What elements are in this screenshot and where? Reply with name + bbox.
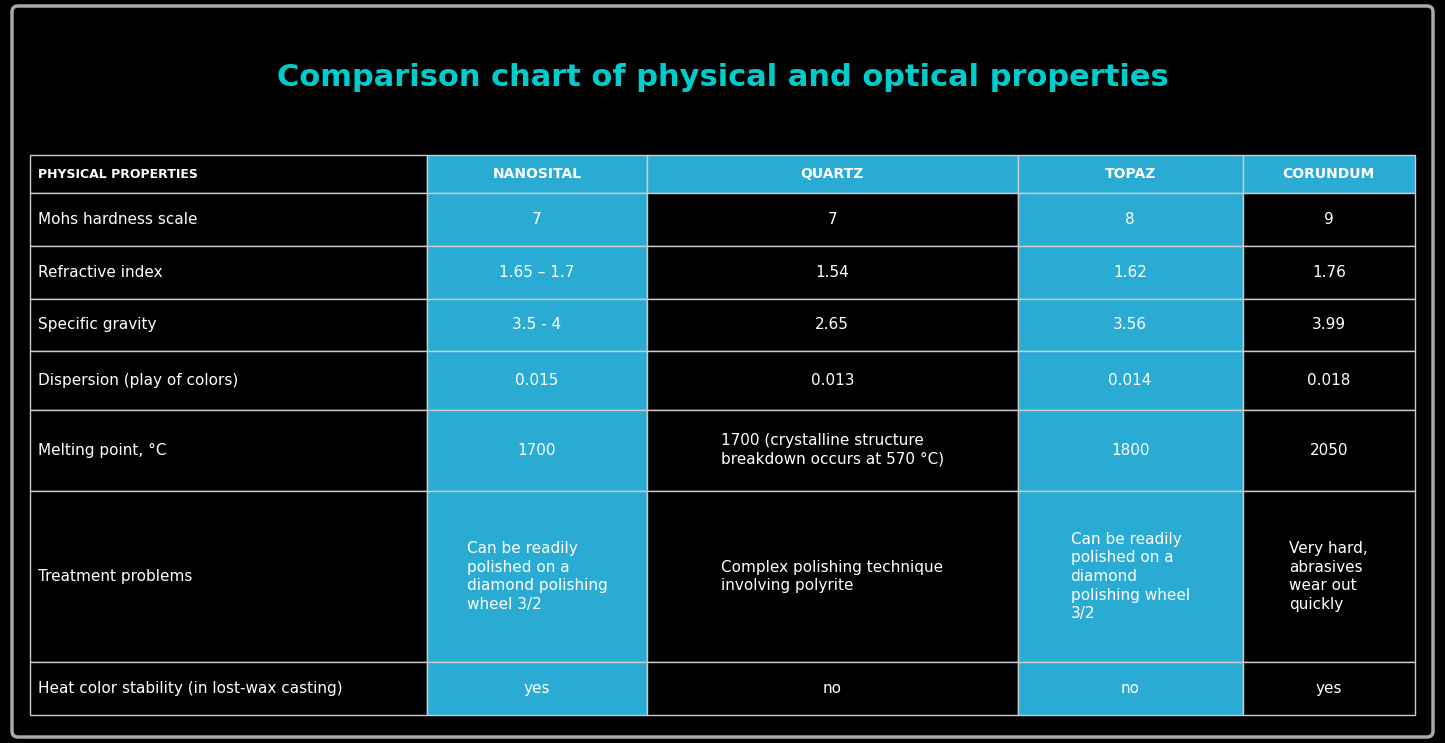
Text: NANOSITAL: NANOSITAL [493, 167, 581, 181]
Bar [1017, 155, 1243, 193]
Text: 0.018: 0.018 [1308, 373, 1351, 388]
Bar [30, 299, 428, 351]
Bar [30, 155, 428, 193]
Bar [428, 351, 647, 409]
Text: Comparison chart of physical and optical properties: Comparison chart of physical and optical… [276, 63, 1169, 92]
Text: 2050: 2050 [1309, 443, 1348, 458]
Bar [1243, 299, 1415, 351]
Bar [1017, 246, 1243, 299]
Text: 1800: 1800 [1111, 443, 1149, 458]
Bar [1243, 246, 1415, 299]
Bar [647, 490, 1017, 663]
Text: Very hard,
abrasives
wear out
quickly: Very hard, abrasives wear out quickly [1289, 541, 1368, 612]
Bar [30, 246, 428, 299]
Text: Mohs hardness scale: Mohs hardness scale [38, 212, 198, 227]
Text: QUARTZ: QUARTZ [801, 167, 864, 181]
Bar [1017, 351, 1243, 409]
Text: Treatment problems: Treatment problems [38, 569, 192, 584]
Text: 1700: 1700 [517, 443, 556, 458]
Bar [428, 246, 647, 299]
Text: 1.62: 1.62 [1113, 265, 1147, 280]
Text: Can be readily
polished on a
diamond
polishing wheel
3/2: Can be readily polished on a diamond pol… [1071, 532, 1189, 621]
Bar [30, 409, 428, 490]
Text: 3.56: 3.56 [1113, 317, 1147, 332]
Bar [1017, 490, 1243, 663]
Bar [30, 663, 428, 715]
Bar [1243, 663, 1415, 715]
Bar [428, 409, 647, 490]
Text: 7: 7 [828, 212, 837, 227]
Bar [647, 246, 1017, 299]
Bar [647, 155, 1017, 193]
Text: 1.65 – 1.7: 1.65 – 1.7 [500, 265, 575, 280]
Text: 7: 7 [532, 212, 542, 227]
Bar [428, 155, 647, 193]
Text: Specific gravity: Specific gravity [38, 317, 156, 332]
Text: Refractive index: Refractive index [38, 265, 163, 280]
Text: Can be readily
polished on a
diamond polishing
wheel 3/2: Can be readily polished on a diamond pol… [467, 541, 607, 612]
Bar [30, 490, 428, 663]
Bar [30, 193, 428, 246]
Bar [1017, 193, 1243, 246]
Bar [428, 193, 647, 246]
Text: Melting point, °C: Melting point, °C [38, 443, 166, 458]
Text: PHYSICAL PROPERTIES: PHYSICAL PROPERTIES [38, 168, 198, 181]
Text: no: no [1121, 681, 1140, 696]
Text: 1.76: 1.76 [1312, 265, 1345, 280]
Text: Heat color stability (in lost-wax casting): Heat color stability (in lost-wax castin… [38, 681, 342, 696]
Text: 2.65: 2.65 [815, 317, 850, 332]
Text: 3.99: 3.99 [1312, 317, 1345, 332]
Text: 3.5 - 4: 3.5 - 4 [513, 317, 562, 332]
Bar [30, 351, 428, 409]
Bar [1243, 193, 1415, 246]
Bar [1243, 490, 1415, 663]
Text: 8: 8 [1126, 212, 1134, 227]
Bar [1243, 409, 1415, 490]
Text: no: no [822, 681, 842, 696]
Text: Dispersion (play of colors): Dispersion (play of colors) [38, 373, 238, 388]
Bar [1017, 299, 1243, 351]
Text: yes: yes [1315, 681, 1342, 696]
Bar [1017, 409, 1243, 490]
Text: 9: 9 [1324, 212, 1334, 227]
Text: 0.014: 0.014 [1108, 373, 1152, 388]
FancyBboxPatch shape [12, 6, 1433, 737]
Text: TOPAZ: TOPAZ [1104, 167, 1156, 181]
Bar [1243, 155, 1415, 193]
Text: 0.015: 0.015 [516, 373, 559, 388]
Bar [647, 193, 1017, 246]
Bar [428, 299, 647, 351]
Text: 0.013: 0.013 [811, 373, 854, 388]
Bar [647, 299, 1017, 351]
Text: 1700 (crystalline structure
breakdown occurs at 570 °C): 1700 (crystalline structure breakdown oc… [721, 433, 944, 467]
Bar [1243, 351, 1415, 409]
Bar [428, 490, 647, 663]
Bar [647, 663, 1017, 715]
Bar [647, 351, 1017, 409]
Bar [647, 409, 1017, 490]
Bar [1017, 663, 1243, 715]
Text: Complex polishing technique
involving polyrite: Complex polishing technique involving po… [721, 559, 944, 594]
Text: CORUNDUM: CORUNDUM [1283, 167, 1374, 181]
Bar [428, 663, 647, 715]
Text: yes: yes [523, 681, 551, 696]
Text: 1.54: 1.54 [815, 265, 850, 280]
